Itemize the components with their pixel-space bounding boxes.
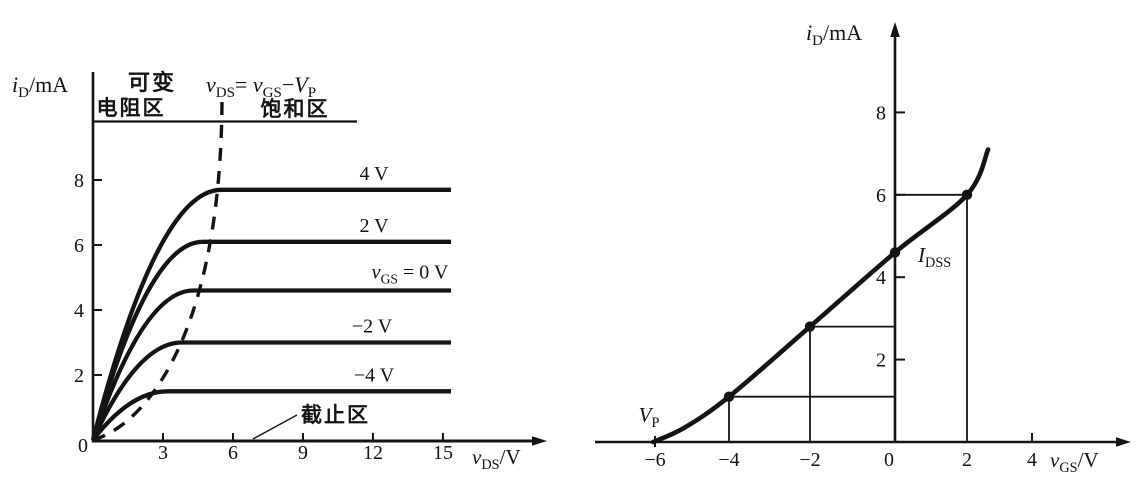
x-tick-label: 15 [433, 442, 453, 464]
data-point-vgs--4 [723, 391, 735, 402]
x-tick-label: 3 [158, 442, 168, 464]
x-axis-arrow [532, 436, 547, 446]
data-point-vgs-0 [889, 247, 901, 258]
x-tick-label: 12 [363, 442, 383, 464]
cutoff-leader-line [252, 414, 298, 440]
curve-vgs--4 [91, 389, 451, 442]
x-tick-label: −2 [799, 449, 820, 471]
ohmic-region-label-line1: 可变 [128, 70, 176, 95]
x-tick-label: −4 [718, 449, 739, 471]
data-point-vgs-2 [961, 189, 973, 200]
y-tick-label: 4 [74, 300, 84, 322]
curve-vgs-2 [90, 239, 451, 441]
x-axis-label: vDS/V [472, 445, 521, 473]
x-tick-label: 9 [298, 442, 308, 464]
x-tick-label: 0 [884, 449, 894, 471]
y-tick-label: 6 [876, 185, 886, 207]
boundary-locus-dashed-curve [92, 99, 224, 442]
curve-label-vgs-4: 4 V [359, 163, 389, 185]
pinch-off-voltage-label: VP [639, 403, 660, 431]
x-tick-label: 2 [962, 449, 972, 471]
x-axis-arrow [1116, 437, 1131, 447]
saturation-region-label: 饱和区 [261, 97, 330, 121]
y-tick-label: 2 [74, 365, 84, 387]
ohmic-region-label-line2: 电阻区 [97, 96, 166, 120]
curve-vgs-4 [90, 187, 451, 441]
y-tick-label: 2 [876, 350, 886, 372]
curve-vgs-0 [90, 288, 451, 441]
x-axis-label: vGS/V [1050, 448, 1099, 476]
y-tick-label: 4 [876, 267, 886, 289]
data-point-vgs--2 [804, 321, 816, 332]
idss-label: IDSS [917, 243, 951, 271]
curve-label-vgs--4: −4 V [354, 364, 395, 386]
y-axis-label: iD/mA [12, 72, 68, 101]
y-axis-arrow [890, 22, 900, 37]
cutoff-region-label: 截止区 [301, 403, 370, 427]
transfer-curve [650, 147, 991, 445]
y-tick-label: 8 [876, 102, 886, 124]
boundary-equation-label: vDS= vGS−VP [206, 72, 316, 101]
x-tick-label: −6 [644, 449, 665, 471]
y-axis-label: iD/mA [806, 20, 862, 49]
curve-vgs--2 [91, 340, 451, 441]
curve-label-vgs-2: 2 V [359, 215, 389, 237]
curve-label-vgs-0: vGS = 0 V [372, 262, 449, 287]
x-tick-label: 6 [228, 442, 238, 464]
curve-label-vgs--2: −2 V [352, 316, 393, 338]
output-characteristics-chart: 3 6 9 12 15 2 4 6 8 0 4 V 2 V vGS = 0 V −2 V −4 V 可变电阻区… [12, 70, 547, 473]
x-tick-label: 4 [1027, 449, 1037, 471]
y-tick-label: 8 [74, 170, 84, 192]
transfer-characteristic-chart: −6 −4 −2 0 2 4 2 4 6 8 VP IDSS iD/mA vGS/V [595, 20, 1131, 476]
origin-label: 0 [78, 435, 88, 457]
y-tick-label: 6 [74, 235, 84, 257]
